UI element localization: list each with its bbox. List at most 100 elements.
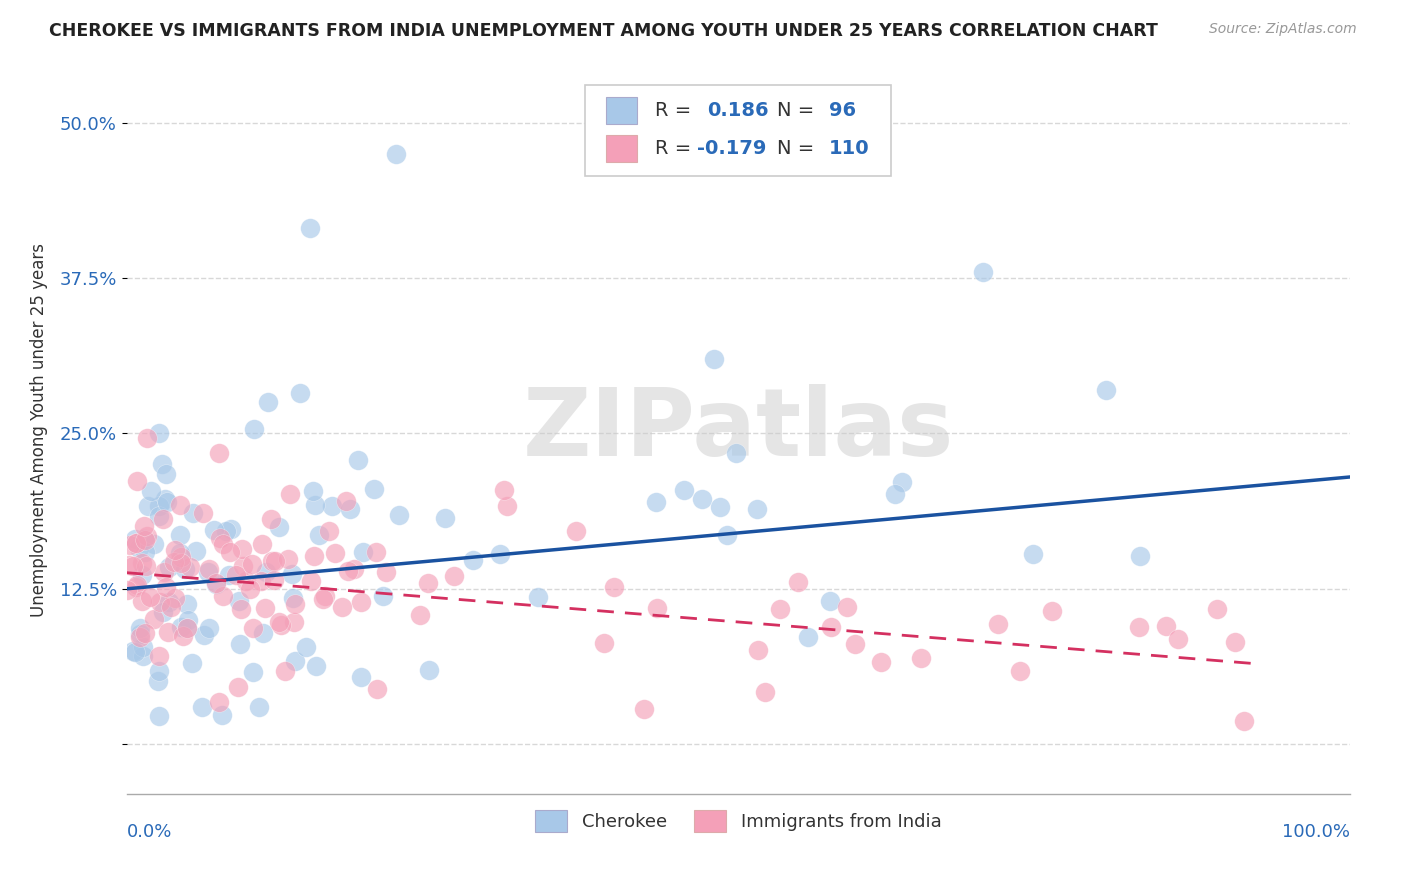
Point — [786, 575, 808, 590]
Point — [884, 487, 907, 501]
Point — [260, 553, 283, 567]
Point — [231, 541, 253, 556]
Point — [232, 559, 254, 574]
Point — [118, 558, 141, 572]
Point — [1022, 547, 1045, 561]
Point — [153, 565, 176, 579]
Point — [284, 654, 307, 668]
Point — [212, 537, 235, 551]
Point — [703, 351, 725, 366]
Point — [121, 644, 143, 658]
Point — [870, 656, 893, 670]
Point — [240, 558, 263, 572]
Point — [165, 591, 187, 606]
Point — [416, 575, 439, 590]
Point — [198, 562, 221, 576]
Point — [148, 664, 170, 678]
Point — [207, 695, 229, 709]
Point — [250, 537, 273, 551]
Point — [312, 592, 335, 607]
Point — [135, 529, 157, 543]
Point — [176, 621, 198, 635]
Point — [350, 595, 373, 609]
Point — [197, 565, 219, 579]
Point — [117, 582, 139, 597]
Point — [225, 568, 247, 582]
Point — [169, 527, 191, 541]
Point — [492, 483, 515, 497]
Point — [350, 670, 373, 684]
Point — [128, 541, 150, 555]
Point — [202, 523, 225, 537]
Point — [176, 613, 198, 627]
Point — [228, 594, 250, 608]
Text: N =: N = — [778, 139, 821, 158]
Point — [214, 524, 236, 538]
Point — [134, 519, 156, 533]
Point — [1095, 384, 1118, 398]
Point — [408, 607, 430, 622]
Point — [193, 506, 215, 520]
Point — [218, 545, 240, 559]
Point — [304, 499, 326, 513]
Point — [125, 580, 148, 594]
Point — [254, 565, 277, 579]
Point — [181, 656, 204, 670]
Point — [835, 599, 858, 614]
Point — [212, 589, 235, 603]
Text: R =: R = — [655, 101, 697, 120]
Point — [260, 512, 283, 526]
Point — [314, 589, 336, 603]
Point — [339, 501, 361, 516]
Point — [593, 636, 616, 650]
Point — [150, 458, 173, 472]
Point — [1167, 632, 1189, 646]
FancyBboxPatch shape — [585, 85, 891, 176]
Point — [321, 499, 343, 513]
Point — [384, 147, 406, 161]
Point — [1206, 602, 1229, 616]
Point — [169, 546, 191, 560]
Point — [281, 567, 304, 582]
Point — [221, 522, 243, 536]
Text: 0.0%: 0.0% — [127, 823, 172, 841]
Point — [170, 550, 193, 565]
Point — [238, 582, 260, 596]
Point — [254, 600, 277, 615]
Point — [132, 532, 155, 546]
Point — [910, 650, 932, 665]
Point — [366, 544, 388, 558]
Point — [820, 620, 842, 634]
Point — [170, 556, 193, 570]
Point — [645, 495, 668, 509]
Point — [131, 640, 153, 654]
Point — [208, 446, 231, 460]
Point — [1008, 665, 1031, 679]
Point — [124, 645, 146, 659]
Point — [191, 700, 214, 714]
Point — [138, 591, 160, 605]
Point — [205, 577, 228, 591]
Point — [603, 581, 626, 595]
Point — [645, 601, 668, 615]
Point — [336, 564, 359, 578]
Point — [264, 554, 287, 568]
Point — [252, 626, 274, 640]
Point — [263, 574, 285, 588]
Point — [633, 702, 655, 716]
Point — [176, 621, 198, 635]
Bar — [606, 135, 637, 162]
Point — [141, 483, 163, 498]
Point — [747, 501, 769, 516]
Point — [131, 556, 153, 570]
Point — [302, 549, 325, 564]
Point — [193, 627, 215, 641]
Point — [163, 555, 186, 569]
Point — [388, 508, 411, 522]
Point — [1128, 620, 1150, 634]
Point — [565, 524, 588, 539]
Point — [136, 499, 159, 513]
Point — [229, 602, 252, 616]
Text: 0.186: 0.186 — [707, 101, 769, 120]
Point — [754, 685, 776, 699]
